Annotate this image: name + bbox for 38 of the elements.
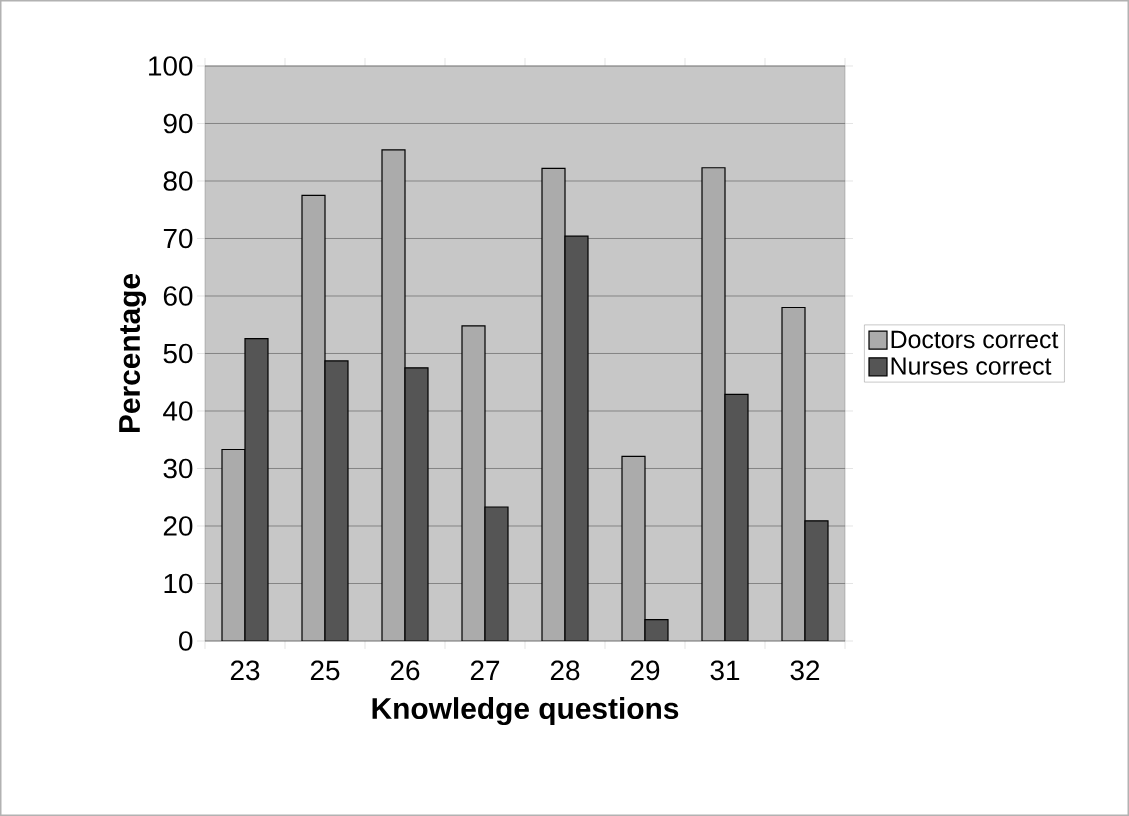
bar [382, 149, 405, 641]
y-tick-label: 0 [179, 631, 193, 651]
y-tick-label: 70 [163, 228, 193, 249]
y-tick-label: 60 [163, 286, 193, 306]
x-tick-label: 26 [390, 660, 420, 681]
y-axis-title: Percentage [119, 273, 147, 433]
bar [565, 236, 588, 641]
y-tick-label: 30 [163, 458, 193, 479]
x-tick-label: 28 [550, 660, 580, 681]
x-tick-label: 27 [470, 660, 500, 680]
y-tick-label: 90 [163, 113, 193, 134]
bar [325, 360, 348, 641]
bar [222, 449, 245, 641]
bar [725, 394, 748, 641]
y-tick-label: 100 [149, 56, 193, 76]
x-tick-label: 31 [710, 660, 740, 681]
bar [485, 507, 508, 641]
y-tick-label: 50 [163, 343, 193, 364]
x-axis-title: Knowledge questions [372, 697, 679, 726]
bar [781, 306, 806, 641]
bar [302, 195, 325, 641]
bar [804, 520, 829, 641]
x-tick-label: 23 [230, 660, 260, 681]
x-tick-label: 29 [630, 660, 660, 681]
legend-label: Doctors correct [891, 330, 1059, 349]
bar [622, 456, 645, 641]
bar [702, 167, 725, 641]
x-tick-label: 25 [310, 660, 340, 681]
x-tick-label: 32 [790, 660, 820, 681]
bar [245, 338, 268, 641]
y-tick-label: 40 [163, 401, 193, 421]
y-tick-label: 10 [164, 573, 193, 594]
y-tick-label: 80 [163, 171, 193, 191]
y-tick-label: 20 [163, 516, 193, 536]
bar [405, 367, 428, 641]
bar [462, 325, 485, 641]
legend-label: Nurses correct [891, 357, 1052, 375]
bar [542, 168, 565, 641]
